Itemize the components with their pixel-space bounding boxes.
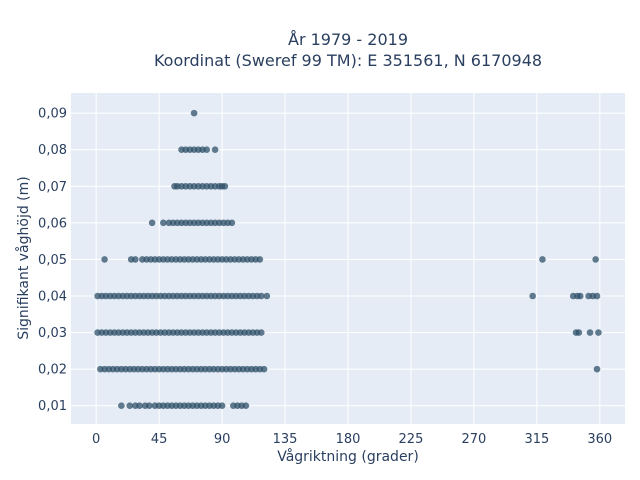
x-axis-title: Vågriktning (grader): [277, 448, 419, 465]
data-point: [593, 292, 601, 300]
x-tick-labels: 0 45 90 135 180 225 270 315 360: [92, 432, 612, 447]
y-axis-title: Signifikant våghöjd (m): [15, 176, 32, 339]
data-point: [211, 146, 219, 153]
data-point: [148, 219, 156, 227]
x-tick-label: 225: [399, 432, 424, 447]
y-tick-labels: 0,01 0,02 0,03 0,04 0,05 0,06 0,07 0,08 0,09: [38, 107, 67, 415]
y-tick-label: 0,05: [38, 253, 67, 268]
x-tick-label: 360: [587, 432, 612, 447]
data-point: [132, 256, 139, 263]
x-tick-label: 315: [524, 432, 549, 447]
grid-lines: [71, 93, 625, 424]
data-point: [146, 402, 153, 410]
data-points: [94, 109, 602, 410]
data-point: [228, 219, 236, 227]
x-tick-label: 45: [151, 432, 168, 447]
data-point: [190, 109, 198, 117]
data-point: [586, 329, 594, 336]
chart-title-line-1: År 1979 - 2019: [288, 30, 408, 49]
x-tick-label: 0: [92, 432, 100, 447]
data-point: [592, 256, 599, 263]
data-point: [263, 292, 271, 300]
data-point: [539, 256, 546, 263]
data-point: [593, 365, 601, 373]
x-tick-label: 180: [336, 432, 361, 447]
data-point: [221, 182, 229, 190]
data-point: [126, 402, 134, 410]
y-tick-label: 0,02: [38, 363, 67, 378]
data-point: [257, 329, 265, 336]
data-point: [256, 256, 264, 263]
data-point: [595, 329, 602, 336]
data-point: [576, 292, 584, 300]
y-tick-label: 0,01: [38, 399, 67, 414]
data-point: [160, 219, 167, 227]
y-tick-label: 0,03: [38, 326, 67, 341]
y-tick-label: 0,09: [38, 107, 67, 122]
y-tick-label: 0,07: [38, 180, 67, 195]
data-point: [203, 146, 211, 153]
data-point: [242, 402, 250, 410]
data-point: [136, 402, 143, 410]
data-point: [575, 329, 583, 336]
x-tick-label: 270: [461, 432, 486, 447]
x-tick-label: 135: [273, 432, 298, 447]
x-tick-label: 90: [214, 432, 231, 447]
data-point: [101, 256, 108, 263]
y-tick-label: 0,06: [38, 216, 67, 231]
data-point: [118, 402, 125, 410]
data-point: [257, 292, 265, 300]
data-point: [260, 365, 268, 373]
data-point: [529, 292, 536, 300]
y-tick-label: 0,08: [38, 143, 67, 158]
y-tick-label: 0,04: [38, 289, 67, 304]
data-point: [218, 402, 226, 410]
chart-title-line-2: Koordinat (Sweref 99 TM): E 351561, N 61…: [154, 51, 542, 70]
